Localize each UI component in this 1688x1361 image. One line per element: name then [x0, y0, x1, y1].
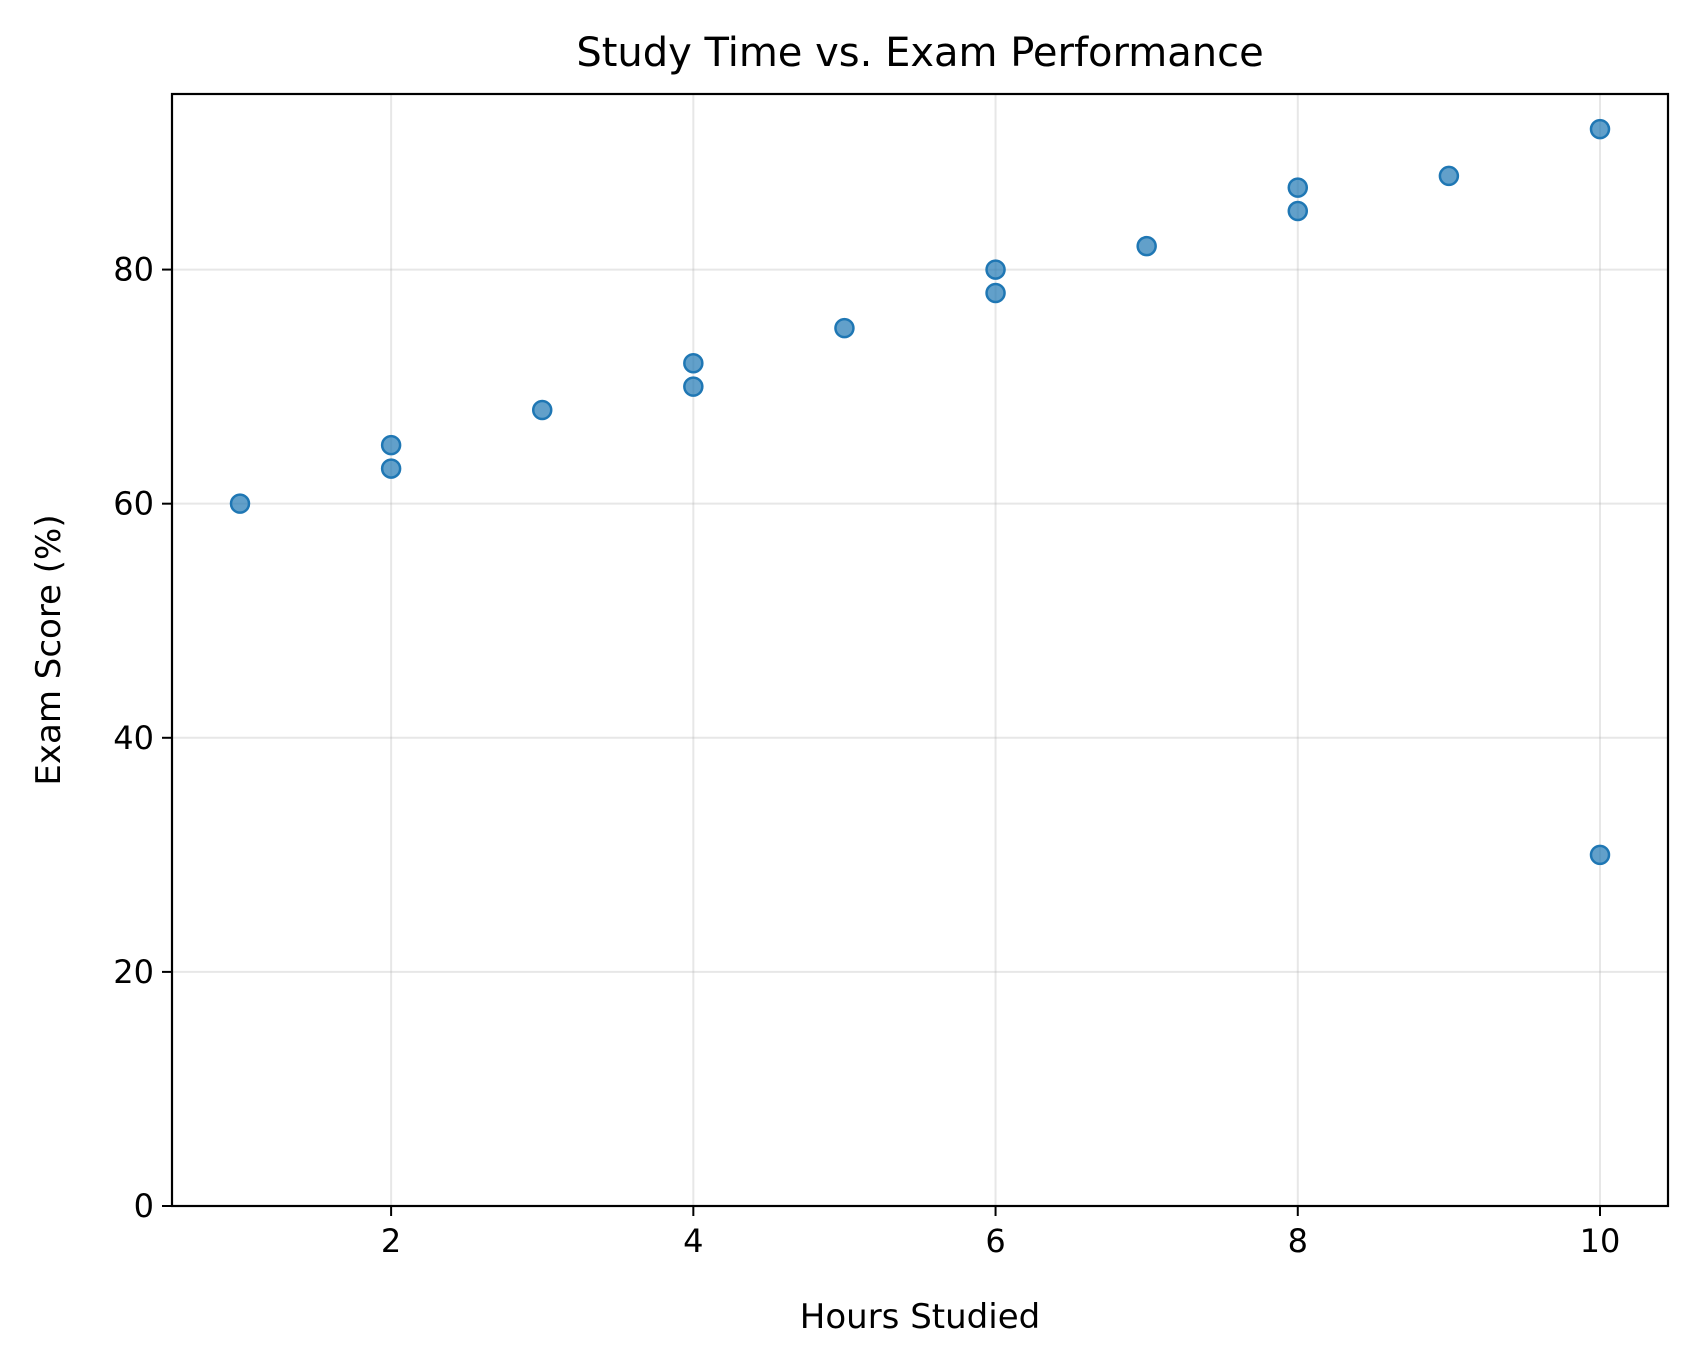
y-tick-label: 80 [113, 251, 154, 289]
scatter-point [985, 282, 1006, 304]
scatter-point [531, 399, 553, 421]
x-tick-label: 6 [985, 1222, 1005, 1260]
scatter-point [229, 493, 251, 514]
scatter-point [1438, 165, 1460, 187]
scatter-point [1136, 235, 1157, 257]
x-tick-label: 2 [381, 1222, 401, 1260]
scatter-point [1589, 118, 1611, 140]
y-tick-label: 20 [113, 953, 154, 991]
x-tick-label: 8 [1288, 1222, 1308, 1260]
scatter-point [1589, 844, 1611, 866]
scatter-point [380, 434, 402, 456]
y-tick-label: 60 [113, 485, 154, 523]
scatter-point [1287, 177, 1309, 198]
scatter-point [834, 317, 855, 339]
scatter-point [683, 376, 704, 397]
y-tick-label: 40 [113, 719, 154, 757]
scatter-point [380, 458, 402, 479]
x-axis-label: Hours Studied [800, 1297, 1040, 1337]
plot-frame [170, 92, 1670, 1208]
y-axis-ticks: 0 20 40 60 80 [113, 251, 172, 1225]
x-tick-label: 4 [683, 1222, 703, 1260]
y-axis-label: Exam Score (%) [29, 514, 69, 785]
x-axis-ticks: 2 4 6 8 10 [381, 1206, 1620, 1260]
data-points [229, 118, 1611, 866]
scatter-point [985, 259, 1006, 280]
x-tick-label: 10 [1580, 1222, 1621, 1260]
y-tick-label: 0 [134, 1187, 154, 1225]
scatter-point [1287, 200, 1309, 222]
scatter-point [683, 352, 704, 374]
chart-title: Study Time vs. Exam Performance [576, 30, 1263, 76]
